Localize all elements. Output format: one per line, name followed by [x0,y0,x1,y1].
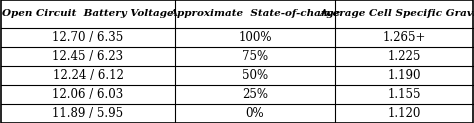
Text: 1.265+: 1.265+ [383,31,426,44]
Text: Open Circuit  Battery Voltage: Open Circuit Battery Voltage [2,9,174,18]
Text: 12.70 / 6.35: 12.70 / 6.35 [52,31,124,44]
Text: 12.45 / 6.23: 12.45 / 6.23 [53,50,124,63]
Text: 12.06 / 6.03: 12.06 / 6.03 [52,88,124,101]
Text: 100%: 100% [238,31,272,44]
Text: Average Cell Specific Gravity: Average Cell Specific Gravity [319,9,474,18]
Text: 1.120: 1.120 [387,107,421,120]
Text: 25%: 25% [242,88,268,101]
Text: 75%: 75% [242,50,268,63]
Text: 12.24 / 6.12: 12.24 / 6.12 [53,69,123,82]
Text: 1.225: 1.225 [387,50,421,63]
Text: 50%: 50% [242,69,268,82]
Text: 1.155: 1.155 [387,88,421,101]
Text: 11.89 / 5.95: 11.89 / 5.95 [53,107,124,120]
Text: 1.190: 1.190 [387,69,421,82]
Text: 0%: 0% [246,107,264,120]
Text: Approximate  State-of-charge: Approximate State-of-charge [169,9,341,18]
